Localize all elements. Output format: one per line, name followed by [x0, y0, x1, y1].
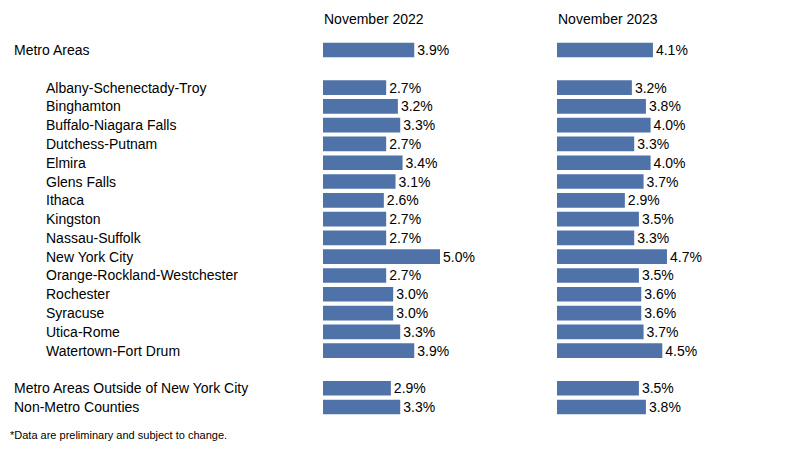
svg-text:Dutchess-Putnam: Dutchess-Putnam [46, 136, 157, 152]
svg-text:3.3%: 3.3% [637, 136, 669, 152]
svg-text:Binghamton: Binghamton [46, 98, 121, 114]
svg-text:4.5%: 4.5% [665, 343, 697, 359]
svg-text:Non-Metro Counties: Non-Metro Counties [14, 399, 139, 415]
svg-text:November 2023: November 2023 [558, 11, 658, 27]
svg-text:3.0%: 3.0% [396, 305, 428, 321]
svg-text:Elmira: Elmira [46, 155, 86, 171]
svg-text:3.5%: 3.5% [642, 211, 674, 227]
svg-text:3.3%: 3.3% [403, 324, 435, 340]
svg-text:3.6%: 3.6% [644, 305, 676, 321]
svg-text:Buffalo-Niagara Falls: Buffalo-Niagara Falls [46, 117, 176, 133]
svg-text:3.0%: 3.0% [396, 286, 428, 302]
svg-text:3.8%: 3.8% [649, 98, 681, 114]
svg-text:Syracuse: Syracuse [46, 305, 105, 321]
svg-text:3.5%: 3.5% [642, 267, 674, 283]
svg-text:4.1%: 4.1% [656, 42, 688, 58]
svg-text:2.7%: 2.7% [389, 267, 421, 283]
svg-text:3.6%: 3.6% [644, 286, 676, 302]
svg-text:3.7%: 3.7% [647, 324, 679, 340]
svg-text:4.7%: 4.7% [670, 249, 702, 265]
svg-text:3.5%: 3.5% [642, 380, 674, 396]
svg-text:2.7%: 2.7% [389, 136, 421, 152]
svg-text:New York City: New York City [46, 249, 133, 265]
svg-text:3.3%: 3.3% [403, 399, 435, 415]
svg-text:November 2022: November 2022 [324, 11, 424, 27]
svg-text:3.1%: 3.1% [399, 174, 431, 190]
svg-text:2.9%: 2.9% [394, 380, 426, 396]
svg-text:Kingston: Kingston [46, 211, 100, 227]
svg-text:4.0%: 4.0% [654, 155, 686, 171]
svg-text:3.3%: 3.3% [403, 117, 435, 133]
svg-text:3.7%: 3.7% [647, 174, 679, 190]
svg-text:3.9%: 3.9% [417, 42, 449, 58]
svg-text:2.7%: 2.7% [389, 211, 421, 227]
svg-text:Nassau-Suffolk: Nassau-Suffolk [46, 230, 142, 246]
svg-text:Metro Areas Outside of New Yor: Metro Areas Outside of New York City [14, 380, 248, 396]
svg-text:3.9%: 3.9% [417, 343, 449, 359]
svg-text:2.6%: 2.6% [387, 192, 419, 208]
svg-text:3.3%: 3.3% [637, 230, 669, 246]
svg-text:2.9%: 2.9% [628, 192, 660, 208]
svg-text:Metro Areas: Metro Areas [14, 42, 89, 58]
svg-text:Albany-Schenectady-Troy: Albany-Schenectady-Troy [46, 80, 207, 96]
svg-text:Orange-Rockland-Westchester: Orange-Rockland-Westchester [46, 267, 238, 283]
svg-text:2.7%: 2.7% [389, 230, 421, 246]
svg-text:*Data are preliminary and subj: *Data are preliminary and subject to cha… [10, 429, 227, 441]
svg-text:3.2%: 3.2% [401, 98, 433, 114]
svg-text:Rochester: Rochester [46, 286, 110, 302]
svg-text:3.8%: 3.8% [649, 399, 681, 415]
svg-text:Utica-Rome: Utica-Rome [46, 324, 120, 340]
svg-text:5.0%: 5.0% [443, 249, 475, 265]
svg-text:Glens Falls: Glens Falls [46, 174, 116, 190]
svg-text:Ithaca: Ithaca [46, 192, 84, 208]
svg-text:Watertown-Fort Drum: Watertown-Fort Drum [46, 343, 180, 359]
svg-text:3.2%: 3.2% [635, 80, 667, 96]
svg-text:2.7%: 2.7% [389, 80, 421, 96]
svg-text:4.0%: 4.0% [654, 117, 686, 133]
svg-text:3.4%: 3.4% [406, 155, 438, 171]
